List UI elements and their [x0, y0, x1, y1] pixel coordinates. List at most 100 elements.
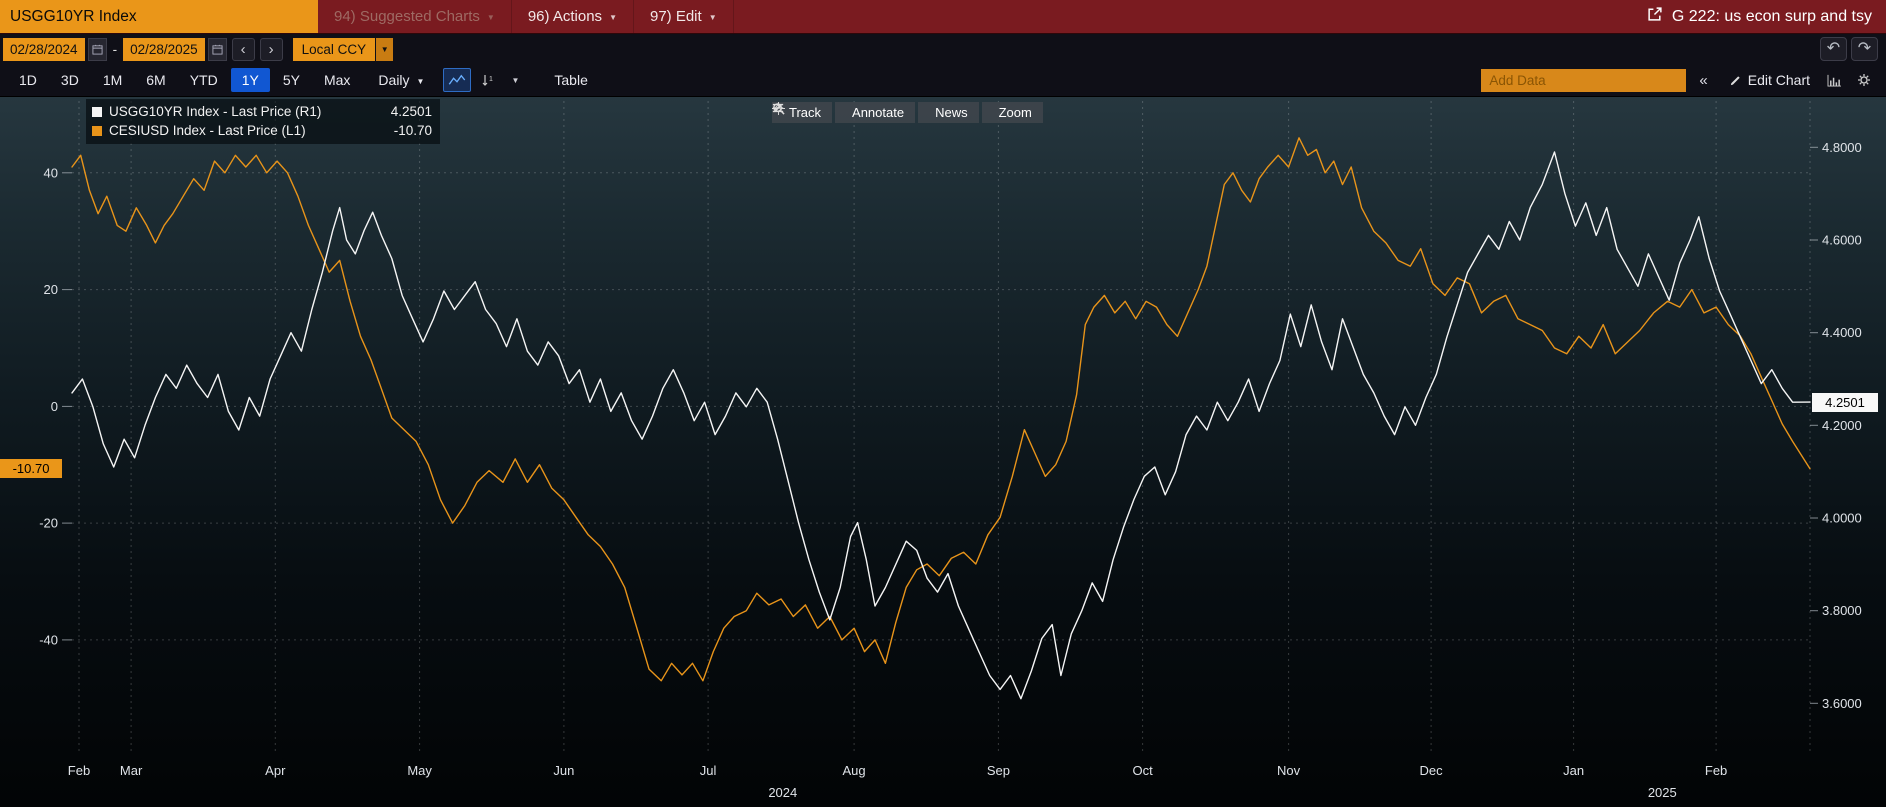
chart-toolbar: 1D 3D 1M 6M YTD 1Y 5Y Max Daily ▼ 1 ▼ Table Add…	[0, 64, 1886, 96]
caret-down-icon: ▼	[486, 13, 495, 22]
legend-item[interactable]: CESIUSD Index - Last Price (L1) -10.70	[92, 121, 432, 140]
caret-down-icon: ▼	[609, 13, 617, 22]
top-bar: USGG10YR Index 94) Suggested Charts ▼ 96) …	[0, 0, 1886, 34]
prev-period-button[interactable]: ‹	[231, 37, 255, 61]
history-buttons: ↶ ↷	[1820, 37, 1883, 61]
date-range-separator: -	[112, 41, 118, 57]
range-6m[interactable]: 6M	[146, 72, 166, 88]
caret-down-icon: ▼	[416, 76, 425, 86]
range-1m[interactable]: 1M	[102, 72, 123, 88]
chart-title-area: G 222: us econ surp and tsy	[1633, 0, 1886, 33]
svg-text:2024: 2024	[768, 785, 797, 800]
add-data-input[interactable]: Add Data	[1481, 68, 1687, 92]
menu-label: 96) Actions	[527, 8, 603, 25]
range-1d[interactable]: 1D	[19, 72, 37, 88]
legend-swatch	[92, 125, 102, 136]
svg-text:4.6000: 4.6000	[1822, 233, 1862, 248]
menu-label: 97) Edit	[649, 8, 702, 25]
svg-text:Jan: Jan	[1563, 763, 1584, 778]
undo-icon[interactable]: ↶	[1820, 37, 1847, 61]
svg-text:Nov: Nov	[1277, 763, 1301, 778]
svg-text:Oct: Oct	[1132, 763, 1153, 778]
pencil-icon	[1730, 75, 1740, 85]
frequency-dropdown[interactable]: Daily ▼	[369, 68, 433, 92]
left-axis-last-value-tag: -10.70	[0, 459, 62, 478]
export-icon[interactable]	[1647, 6, 1663, 27]
currency-value: Local CCY	[292, 37, 376, 61]
legend-value: -10.70	[393, 123, 432, 138]
security-input[interactable]: USGG10YR Index	[0, 0, 318, 33]
chart-type-line-button[interactable]	[443, 68, 472, 92]
chart-area[interactable]: 40 20 0 -20 -40 4.8000 4.6000 4.4000 4.2000 4.000…	[0, 96, 1886, 807]
range-buttons: 1D 3D 1M 6M YTD 1Y 5Y Max	[8, 68, 361, 92]
menu-suggested-charts[interactable]: 94) Suggested Charts ▼	[318, 0, 512, 33]
range-1y[interactable]: 1Y	[230, 68, 270, 92]
svg-text:1: 1	[489, 76, 493, 83]
frequency-value: Daily	[378, 72, 410, 88]
legend-swatch	[92, 106, 102, 117]
chart-edit-icon	[1827, 74, 1841, 87]
collapse-button[interactable]: «	[1699, 71, 1708, 89]
redo-icon[interactable]: ↷	[1851, 37, 1878, 61]
legend-label: CESIUSD Index - Last Price (L1)	[109, 123, 306, 138]
table-button[interactable]: Table	[554, 72, 588, 88]
svg-text:Sep: Sep	[987, 763, 1010, 778]
calendar-icon-from[interactable]	[87, 37, 107, 61]
legend-label: USGG10YR Index - Last Price (R1)	[109, 104, 322, 119]
annotate-button[interactable]: Annotate	[773, 102, 916, 123]
svg-text:3.6000: 3.6000	[1822, 696, 1862, 711]
svg-text:-40: -40	[39, 632, 58, 647]
date-toolbar: 02/28/2024 - 02/28/2025 ‹ › Local CCY ▼ …	[0, 34, 1886, 64]
edit-chart-label: Edit Chart	[1747, 72, 1810, 88]
legend-value: 4.2501	[390, 104, 432, 119]
svg-text:Aug: Aug	[843, 763, 866, 778]
edit-chart-button[interactable]: Edit Chart	[1721, 72, 1818, 88]
top-menu: 94) Suggested Charts ▼ 96) Actions ▼ 97) Edi…	[318, 0, 734, 33]
chart-plot[interactable]: 40 20 0 -20 -40 4.8000 4.6000 4.4000 4.2000 4.000…	[0, 97, 1886, 807]
news-button[interactable]: News	[772, 102, 979, 123]
svg-text:Jul: Jul	[700, 763, 717, 778]
zoom-button[interactable]: Zoom	[773, 102, 1043, 123]
date-from-input[interactable]: 02/28/2024	[3, 37, 85, 61]
line-chart-icon	[449, 74, 466, 85]
svg-text:20: 20	[44, 282, 58, 297]
svg-text:2025: 2025	[1648, 785, 1677, 800]
svg-text:Feb: Feb	[1705, 763, 1727, 778]
menu-edit[interactable]: 97) Edit ▼	[634, 0, 734, 33]
range-ytd[interactable]: YTD	[189, 72, 218, 88]
legend-item[interactable]: USGG10YR Index - Last Price (R1) 4.2501	[92, 102, 432, 121]
svg-text:3.8000: 3.8000	[1822, 603, 1862, 618]
tool-label: Annotate	[852, 105, 905, 120]
chart-title: G 222: us econ surp and tsy	[1671, 7, 1872, 25]
axis-toggle-button[interactable]: 1	[473, 68, 501, 92]
svg-text:Feb: Feb	[68, 763, 90, 778]
chart-type-caret[interactable]: ▼	[511, 75, 520, 85]
chart-tools: Track Annotate News Zoom	[772, 102, 1043, 123]
svg-text:4.8000: 4.8000	[1822, 140, 1862, 155]
currency-selector[interactable]: Local CCY ▼	[292, 37, 394, 61]
caret-down-icon: ▼	[708, 13, 717, 22]
svg-text:4.0000: 4.0000	[1822, 511, 1862, 526]
svg-text:Dec: Dec	[1420, 763, 1444, 778]
menu-label: 94) Suggested Charts	[334, 8, 480, 25]
range-max[interactable]: Max	[323, 72, 351, 88]
caret-down-icon[interactable]: ▼	[376, 37, 394, 61]
svg-text:4.4000: 4.4000	[1822, 325, 1862, 340]
svg-text:-20: -20	[39, 516, 58, 531]
svg-text:40: 40	[44, 165, 58, 180]
svg-text:Apr: Apr	[265, 763, 286, 778]
menu-actions[interactable]: 96) Actions ▼	[512, 0, 634, 33]
chart-edit-button[interactable]	[1820, 68, 1848, 92]
tool-label: News	[935, 105, 968, 120]
range-3d[interactable]: 3D	[60, 72, 79, 88]
date-to-input[interactable]: 02/28/2025	[123, 37, 205, 61]
svg-text:Jun: Jun	[553, 763, 574, 778]
settings-button[interactable]	[1850, 68, 1878, 92]
svg-text:May: May	[407, 763, 432, 778]
svg-text:4.2000: 4.2000	[1822, 418, 1862, 433]
calendar-icon-to[interactable]	[207, 37, 227, 61]
range-5y[interactable]: 5Y	[282, 72, 300, 88]
track-button[interactable]: Track	[772, 102, 833, 123]
next-period-button[interactable]: ›	[259, 37, 283, 61]
